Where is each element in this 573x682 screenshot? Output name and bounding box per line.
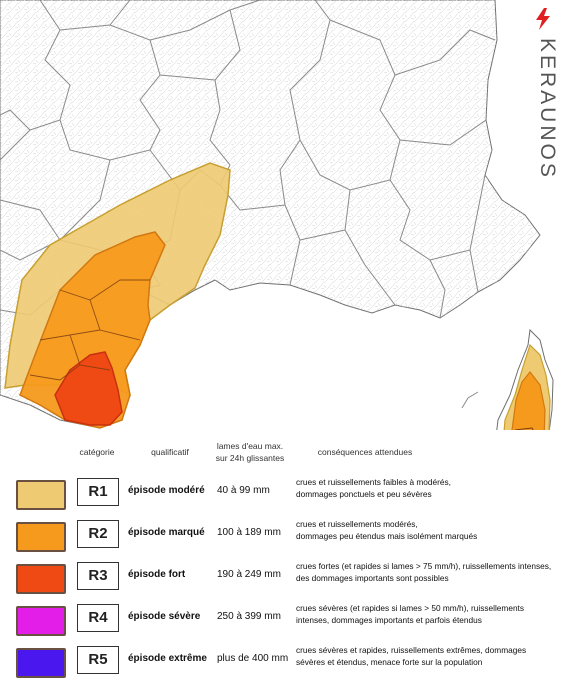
header-consequences: conséquences attendues [317,447,413,457]
consequences: crues sévères (et rapides si lames > 50 … [296,603,525,625]
consequences: crues et ruissellements modérés, dommages… [296,519,478,541]
rain-depth: 100 à 189 mm [217,527,281,538]
swatch-r5 [16,648,66,678]
legend-row-r3: R3 épisode fort 190 à 249 mm crues forte… [0,558,573,598]
consequences: crues fortes (et rapides si lames > 75 m… [296,561,552,583]
swatch-r2 [16,522,66,552]
category-code: R4 [77,604,119,632]
consequences: crues sévères et rapides, ruissellements… [296,645,527,667]
legend-row-r4: R4 épisode sévère 250 à 399 mm crues sév… [0,600,573,640]
zone-r3 [54,351,123,426]
keraunos-logo: KERAUNOS [527,8,567,180]
corsica-zone-r2 [511,371,546,430]
lightning-bolt-icon [536,8,550,30]
risk-legend: catégorie qualificatif lames d'eau max. … [0,440,573,680]
qualifier: épisode modéré [128,485,205,496]
qualifier: épisode sévère [128,611,201,622]
swatch-r3 [16,564,66,594]
swatch-r1 [16,480,66,510]
header-depth: lames d'eau max. sur 24h glissantes [215,441,285,463]
rainfall-risk-map [0,0,554,430]
rain-depth: 40 à 99 mm [217,485,270,496]
qualifier: épisode fort [128,569,186,580]
header-qualifier: qualificatif [151,447,189,457]
rain-depth: 190 à 249 mm [217,569,281,580]
legend-row-r5: R5 épisode extrême plus de 400 mm crues … [0,642,573,682]
legend-row-r2: R2 épisode marqué 100 à 189 mm crues et … [0,516,573,556]
swatch-r4 [16,606,66,636]
rain-depth: 250 à 399 mm [217,611,281,622]
qualifier: épisode marqué [128,527,205,538]
category-code: R1 [77,478,119,506]
category-code: R3 [77,562,119,590]
legend-row-r1: R1 épisode modéré 40 à 99 mm crues et ru… [0,474,573,514]
qualifier: épisode extrême [128,653,207,664]
header-category: catégorie [79,447,115,457]
category-code: R5 [77,646,119,674]
category-code: R2 [77,520,119,548]
brand-name: KERAUNOS [536,38,559,180]
consequences: crues et ruissellements faibles à modéré… [296,477,451,499]
rain-depth: plus de 400 mm [217,653,289,664]
